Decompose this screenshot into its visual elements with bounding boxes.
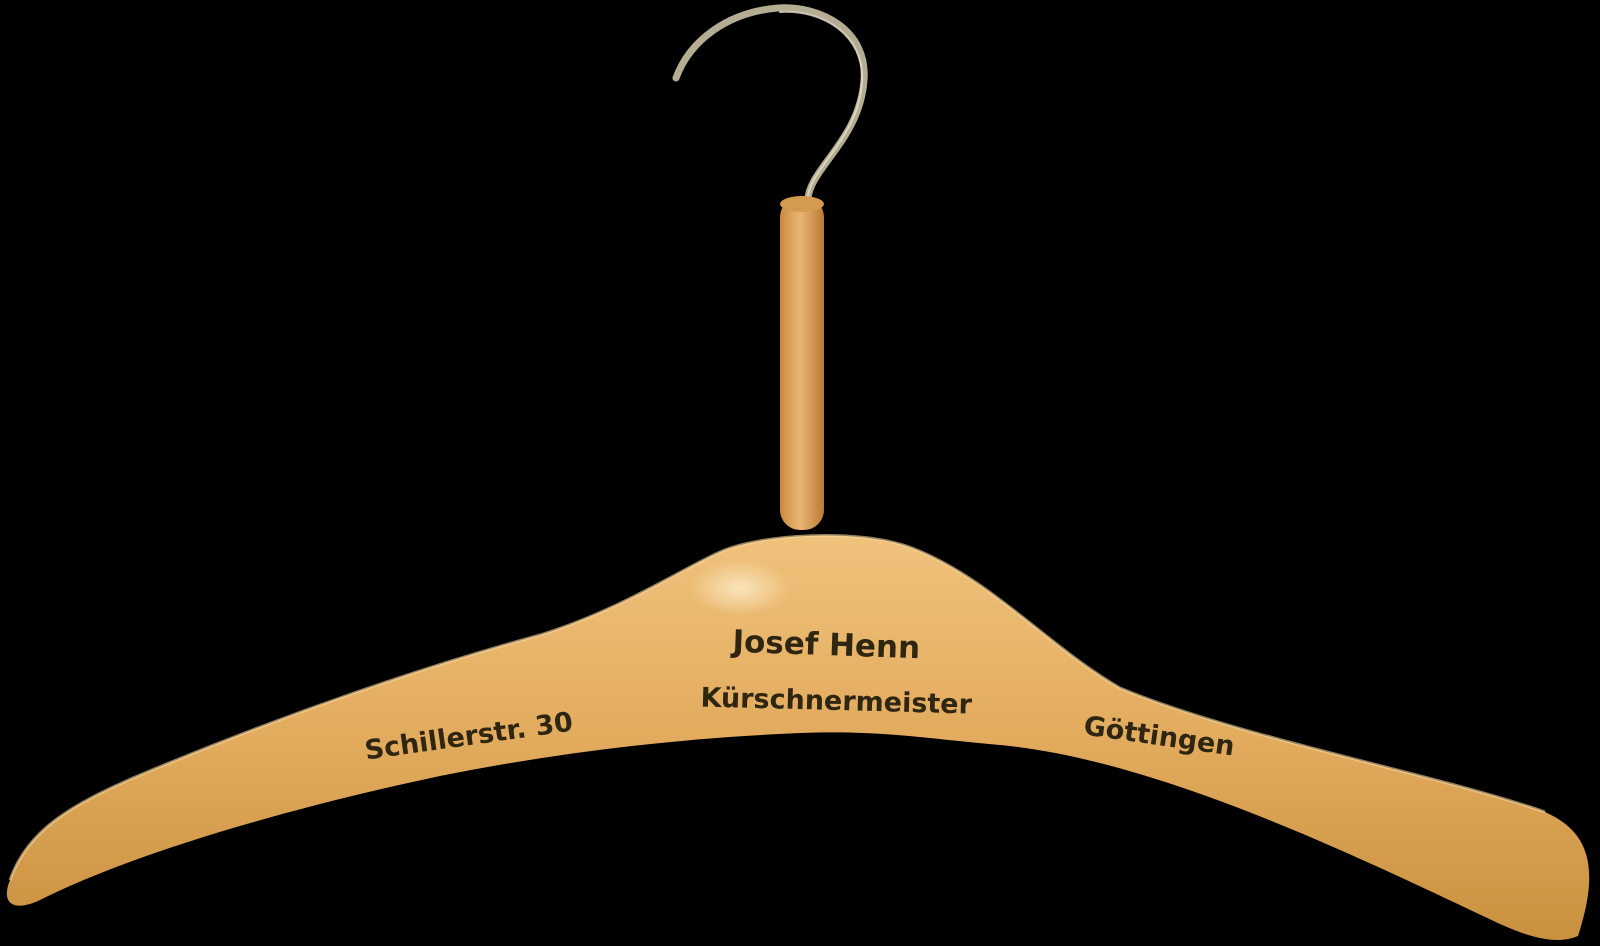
hook-highlight [779, 10, 864, 199]
maker-name: Josef Henn [730, 624, 921, 667]
neck-top [780, 196, 824, 212]
wood-shine [690, 560, 790, 616]
hanger-edge [8, 534, 1546, 881]
maker-trade: Kürschnermeister [700, 682, 973, 720]
hanger-neck [780, 197, 824, 530]
